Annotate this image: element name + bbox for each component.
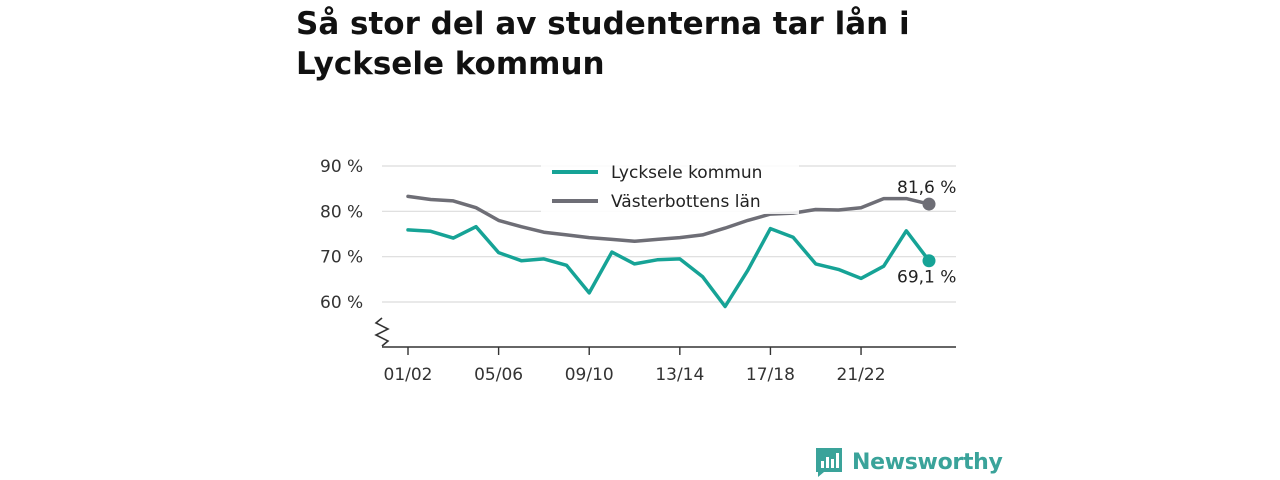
legend-label: Lycksele kommun (611, 163, 762, 183)
series-end-point (922, 197, 936, 211)
brand-name: Newsworthy (852, 449, 1003, 475)
end-label-lycksele: 69,1 % (897, 268, 956, 288)
series-line-vasterbotten (406, 194, 931, 244)
x-tick-label: 09/10 (565, 365, 614, 385)
x-tick-label: 01/02 (384, 365, 433, 385)
newsworthy-brand: Newsworthy (814, 446, 1003, 478)
chart-title: Så stor del av studenterna tar lån i Lyc… (296, 6, 910, 82)
x-tick-label: 05/06 (474, 365, 523, 385)
y-tick-label: 80 % (320, 202, 363, 222)
bar-chart-logo-icon (816, 448, 842, 477)
series-line-lycksele (406, 224, 931, 309)
legend-background (541, 156, 799, 214)
axis-break-icon (374, 317, 390, 347)
series-lines (406, 194, 936, 309)
x-tick-label: 13/14 (655, 365, 704, 385)
legend: Lycksele kommun Västerbottens län (541, 156, 799, 214)
legend-label: Västerbottens län (611, 192, 761, 212)
x-tick-label: 17/18 (746, 365, 795, 385)
y-tick-label: 60 % (320, 293, 363, 313)
x-tick-label: 21/22 (837, 365, 886, 385)
end-label-vasterbotten: 81,6 % (897, 178, 956, 198)
end-labels: 81,6 % 69,1 % (897, 178, 956, 288)
y-tick-label: 70 % (320, 248, 363, 268)
axes: 90 % 80 % 70 % 60 % 01/02 05/06 09/10 13/14 17/1… (320, 157, 956, 385)
y-tick-label: 90 % (320, 157, 363, 177)
series-end-point (922, 254, 936, 268)
